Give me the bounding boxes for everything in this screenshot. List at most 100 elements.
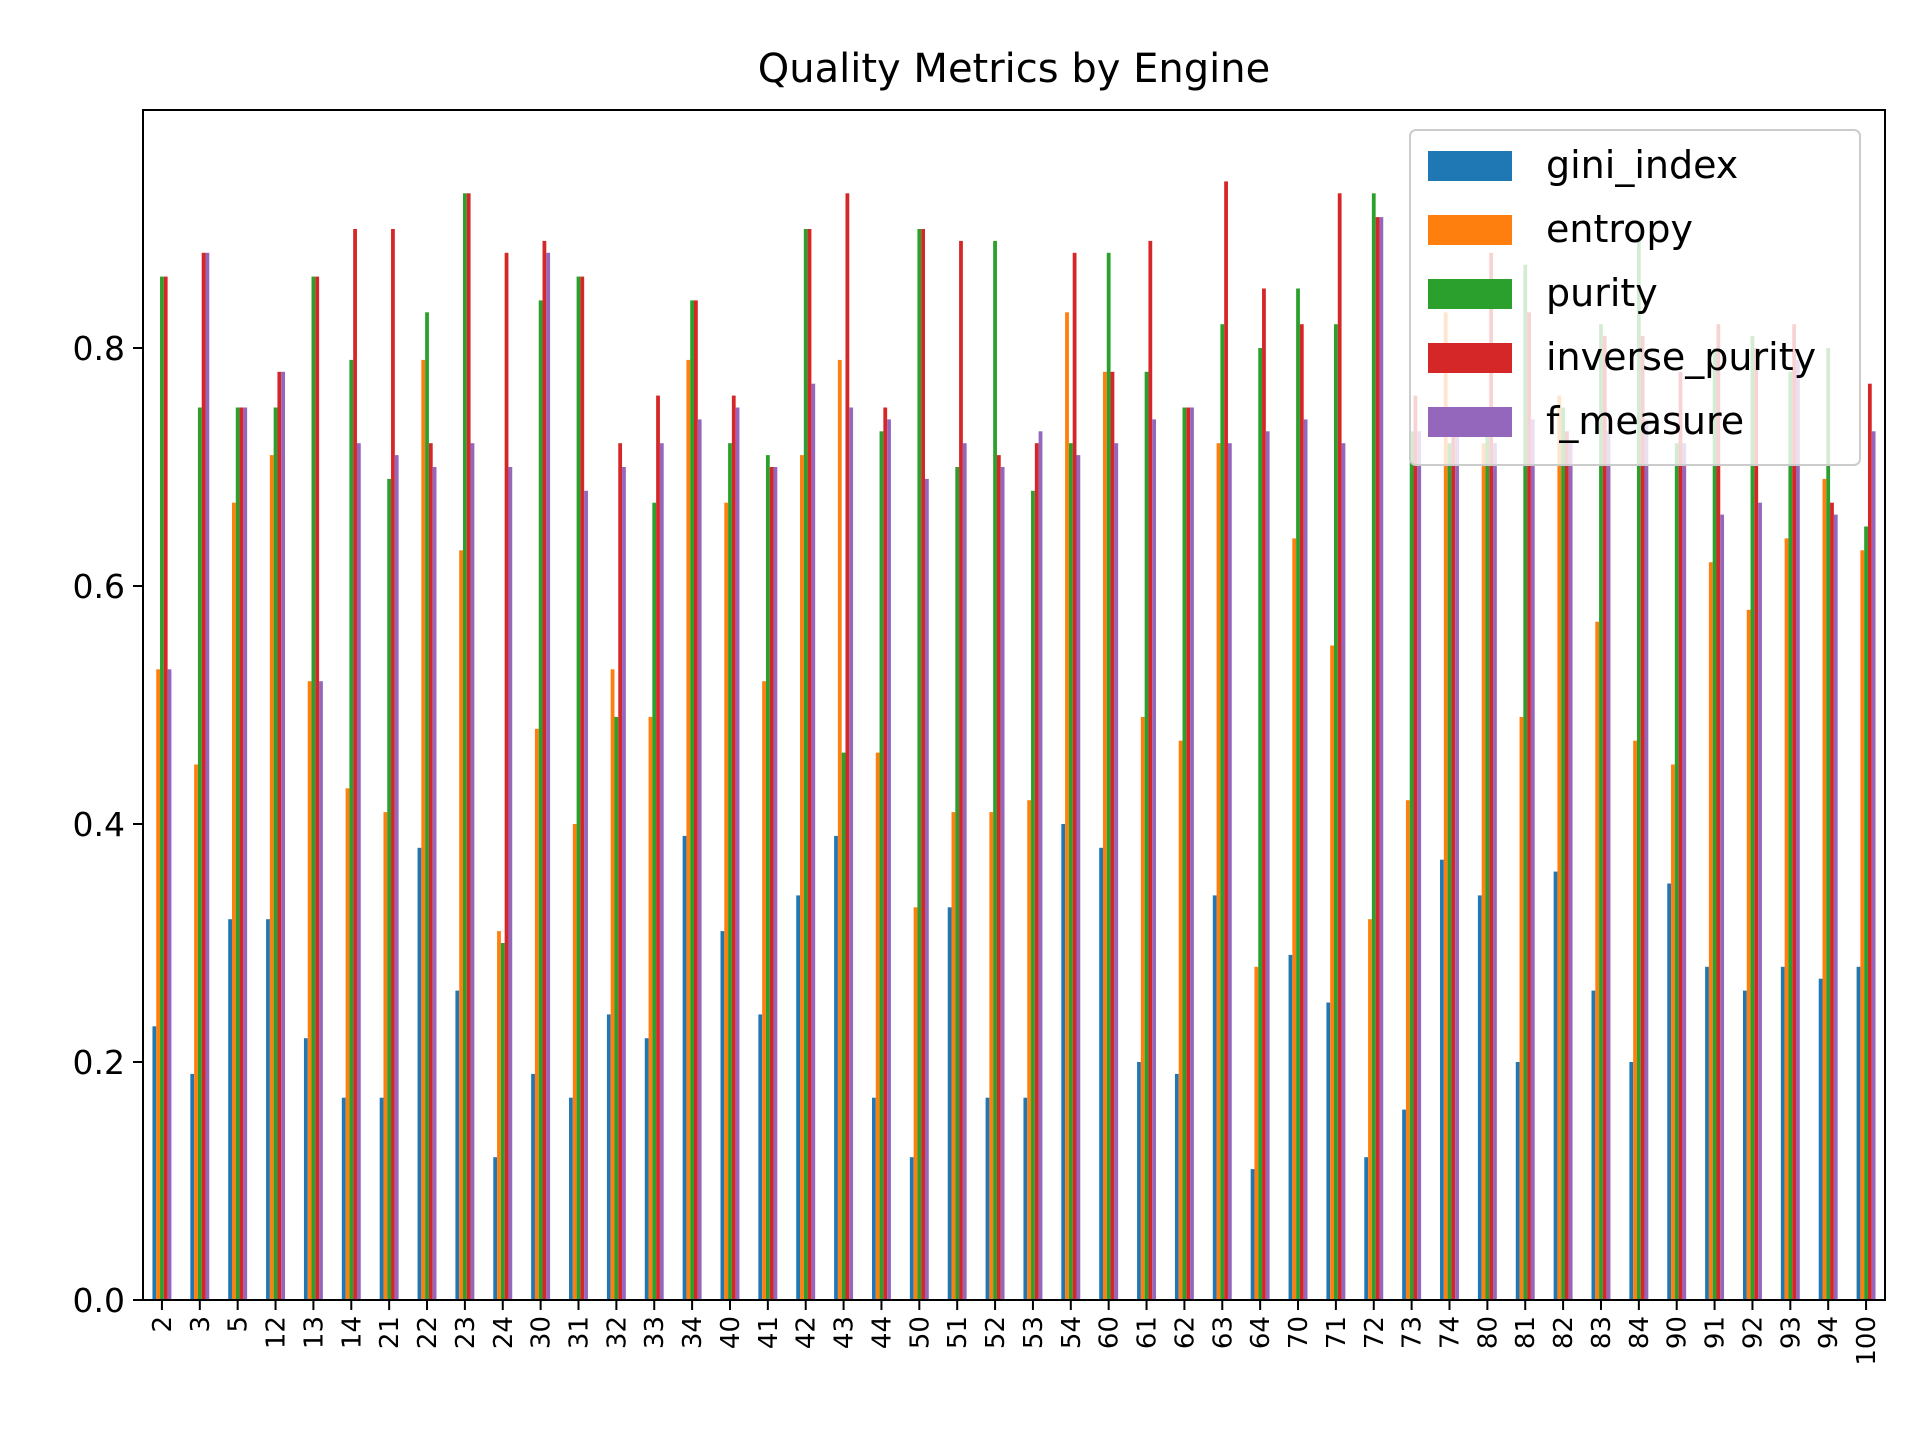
bar-f_measure-43 (849, 407, 854, 1300)
bar-gini_index-2 (152, 1026, 157, 1300)
y-axis: 0.0 0.2 0.4 0.6 0.8 (73, 329, 143, 1320)
bar-entropy-43 (837, 359, 842, 1300)
x-tick-label-52: 52 (981, 1316, 1011, 1349)
bar-gini_index-12 (266, 919, 270, 1300)
bar-inverse_purity-12 (277, 371, 282, 1300)
bar-inverse_purity-82 (1565, 431, 1569, 1300)
bar-gini_index-61 (1137, 1062, 1141, 1300)
bar-f_measure-61 (1152, 419, 1157, 1300)
bar-gini_index-73 (1402, 1109, 1406, 1300)
legend-label-inverse_purity: inverse_purity (1546, 335, 1816, 379)
bar-purity-23 (462, 193, 467, 1300)
bar-f_measure-41 (773, 467, 778, 1300)
bar-f_measure-51 (962, 443, 967, 1300)
bar-f_measure-94 (1833, 514, 1838, 1300)
x-tick-label-64: 64 (1246, 1316, 1276, 1349)
bar-purity-13 (311, 276, 316, 1301)
bar-gini_index-31 (569, 1097, 573, 1300)
bar-entropy-100 (1860, 550, 1865, 1300)
bar-f_measure-62 (1190, 407, 1194, 1300)
x-tick-label-94: 94 (1814, 1316, 1844, 1349)
bar-entropy-42 (800, 455, 804, 1301)
bar-entropy-34 (686, 359, 691, 1300)
bar-purity-24 (500, 943, 505, 1300)
bar-gini_index-64 (1250, 1169, 1255, 1300)
bar-gini_index-84 (1629, 1062, 1634, 1300)
bar-gini_index-3 (190, 1073, 195, 1300)
bar-gini_index-41 (758, 1014, 763, 1300)
bar-inverse_purity-70 (1299, 324, 1304, 1300)
bar-gini_index-51 (947, 907, 952, 1300)
bar-entropy-53 (1027, 800, 1032, 1300)
bar-f_measure-71 (1341, 443, 1346, 1300)
bar-entropy-92 (1746, 609, 1751, 1300)
x-tick-label-74: 74 (1436, 1316, 1466, 1349)
bar-entropy-72 (1368, 919, 1372, 1300)
bar-purity-32 (614, 716, 619, 1300)
bar-purity-31 (576, 276, 581, 1301)
bar-entropy-31 (572, 824, 577, 1300)
bar-purity-40 (728, 443, 732, 1300)
bar-inverse_purity-44 (883, 407, 888, 1300)
bar-f_measure-2 (167, 669, 172, 1300)
bar-gini_index-40 (720, 931, 725, 1300)
x-tick-label-70: 70 (1284, 1316, 1314, 1349)
bar-inverse_purity-21 (391, 229, 395, 1300)
x-tick-label-62: 62 (1170, 1316, 1200, 1349)
x-tick-label-5: 5 (224, 1316, 254, 1333)
bar-f_measure-73 (1417, 431, 1422, 1300)
bar-purity-84 (1636, 240, 1641, 1300)
bar-gini_index-100 (1856, 966, 1861, 1300)
bar-f_measure-21 (394, 455, 399, 1301)
bar-gini_index-92 (1742, 990, 1747, 1300)
bar-gini_index-43 (834, 835, 838, 1300)
x-tick-label-53: 53 (1019, 1316, 1049, 1349)
x-tick-label-100: 100 (1852, 1316, 1882, 1366)
plot-frame (142, 109, 1886, 1301)
bar-f_measure-34 (697, 419, 702, 1300)
bar-entropy-80 (1481, 443, 1486, 1300)
legend-swatch-entropy (1428, 215, 1512, 245)
bar-gini_index-81 (1515, 1062, 1520, 1300)
bar-f_measure-5 (243, 407, 248, 1300)
bar-f_measure-54 (1076, 455, 1081, 1301)
x-tick-label-93: 93 (1776, 1316, 1806, 1349)
bar-f_measure-32 (622, 467, 626, 1300)
bar-purity-44 (879, 431, 884, 1300)
bar-inverse_purity-13 (315, 276, 320, 1301)
bar-f_measure-14 (356, 443, 361, 1300)
bar-entropy-93 (1784, 538, 1789, 1300)
x-tick-label-71: 71 (1322, 1316, 1352, 1349)
bar-gini_index-83 (1591, 990, 1596, 1300)
bar-entropy-23 (459, 550, 463, 1300)
bar-entropy-32 (610, 669, 615, 1300)
x-tick-label-60: 60 (1095, 1316, 1125, 1349)
bar-entropy-73 (1405, 800, 1410, 1300)
bar-entropy-33 (648, 716, 653, 1300)
bar-gini_index-33 (644, 1038, 649, 1300)
bar-inverse_purity-72 (1375, 217, 1380, 1301)
x-tick-label-82: 82 (1549, 1316, 1579, 1349)
bar-inverse_purity-81 (1527, 312, 1531, 1300)
bar-inverse_purity-34 (694, 300, 698, 1300)
bar-f_measure-42 (811, 383, 816, 1300)
bar-entropy-30 (534, 728, 539, 1300)
bar-inverse_purity-3 (201, 252, 206, 1300)
x-tick-label-83: 83 (1587, 1316, 1617, 1349)
bar-entropy-81 (1519, 716, 1524, 1300)
y-tick-label-0.6: 0.6 (73, 567, 125, 606)
bar-f_measure-53 (1038, 431, 1043, 1300)
x-tick-label-24: 24 (489, 1316, 519, 1349)
bar-f_measure-12 (281, 371, 286, 1300)
x-tick-label-90: 90 (1663, 1316, 1693, 1349)
bar-purity-61 (1144, 371, 1149, 1300)
bar-gini_index-63 (1212, 895, 1217, 1300)
bar-inverse_purity-54 (1072, 252, 1077, 1300)
bar-purity-21 (387, 478, 392, 1300)
x-tick-label-32: 32 (602, 1316, 632, 1349)
legend-swatch-gini_index (1428, 151, 1512, 181)
y-tick-label-0.8: 0.8 (73, 329, 125, 368)
y-tick-label-0.0: 0.0 (73, 1281, 125, 1320)
